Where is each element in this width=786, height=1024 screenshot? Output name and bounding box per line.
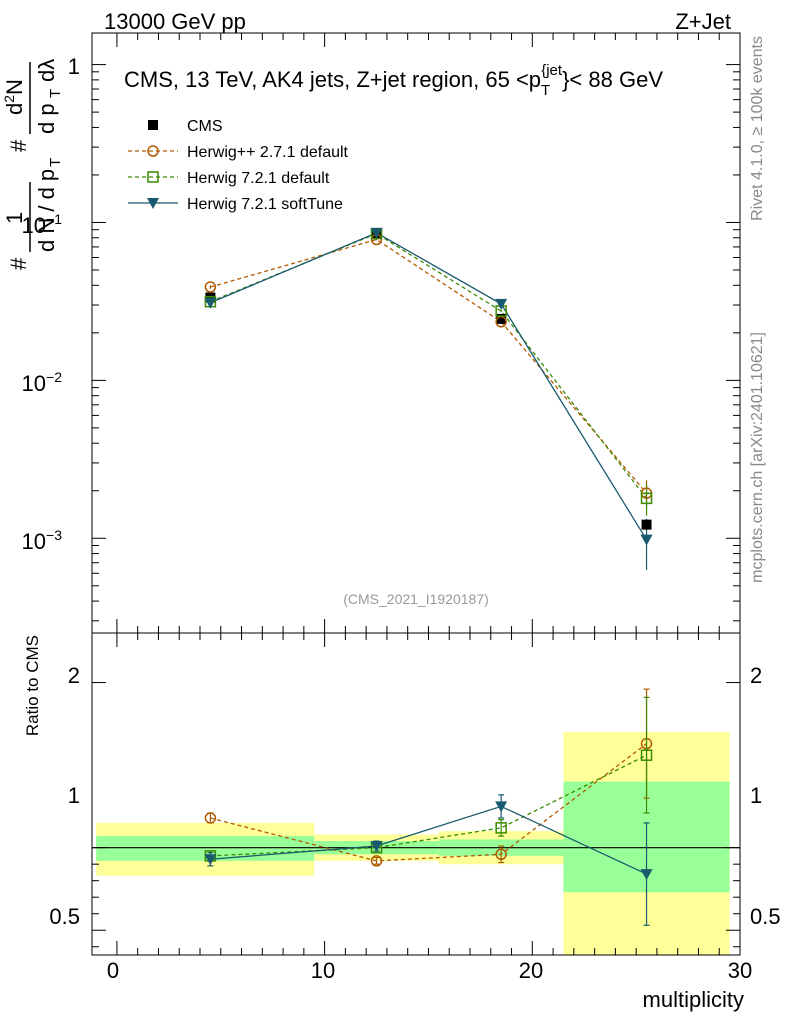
x-tick-label-30: 30 xyxy=(728,958,752,983)
ratio-line-1 xyxy=(210,754,647,857)
header-left: 13000 GeV pp xyxy=(104,9,246,34)
ratio-tick-label-0.5-left: 0.5 xyxy=(49,904,80,929)
side-label-mcplots: mcplots.cern.ch [arXiv:2401.10621] xyxy=(749,332,766,583)
ylabel-dn: d N / d p xyxy=(34,169,59,252)
ratio-tick-label-1-left: 1 xyxy=(68,783,80,808)
series-line-2 xyxy=(210,232,648,540)
ratio-2-point xyxy=(640,869,653,881)
legend: CMS Herwig++ 2.7.1 default Herwig 7.2.1 … xyxy=(128,118,349,213)
legend-marker-1 xyxy=(147,171,159,183)
ratio-y-tick-labels: 2 1 0.5 2 1 0.5 xyxy=(49,663,780,929)
legend-label-cms: CMS xyxy=(187,118,223,135)
axis-ticks xyxy=(92,33,741,955)
chart-title: CMS, 13 TeV, AK4 jets, Z+jet region, 65 … xyxy=(124,62,663,99)
ratio-plot-frame xyxy=(91,632,741,956)
ratio-bands xyxy=(92,732,740,955)
main-series xyxy=(204,227,653,570)
x-tick-label-10: 10 xyxy=(311,958,335,983)
legend-marker-0 xyxy=(147,145,159,157)
ratio-line-0 xyxy=(210,743,647,862)
legend-label-herwig7-softtune: Herwig 7.2.1 softTune xyxy=(187,196,343,213)
series-2-point xyxy=(495,298,508,310)
data-point-cms xyxy=(205,292,216,303)
ratio-2-point xyxy=(204,854,217,866)
ylabel-hash-1: # xyxy=(6,257,31,270)
x-tick-label-20: 20 xyxy=(519,958,543,983)
ratio-tick-label-2-left: 2 xyxy=(68,663,80,688)
series-2-point xyxy=(640,534,653,546)
main-y-tick-labels: 1 10−1 10−2 10−3 xyxy=(22,54,80,554)
ylabel-dlambda: dλ xyxy=(34,59,59,82)
data-point-cms xyxy=(496,313,507,324)
ylabel-hash-2: # xyxy=(6,139,31,152)
x-axis-label: multiplicity xyxy=(643,987,744,1012)
legend-label-herwig7-default: Herwig 7.2.1 default xyxy=(187,170,330,187)
ylabel-d2n: d2N xyxy=(1,79,27,115)
legend-marker-cms xyxy=(148,120,158,130)
side-label-rivet: Rivet 4.1.0, ≥ 100k events xyxy=(749,36,766,221)
ratio-1-point xyxy=(495,822,507,834)
ylabel-dpt: d p xyxy=(34,103,59,134)
ratio-y-axis-label: Ratio to CMS xyxy=(23,635,42,736)
series-0-point xyxy=(204,281,217,293)
series-line-1 xyxy=(210,232,648,499)
ratio-tick-label-0.5-right: 0.5 xyxy=(750,904,781,929)
legend-marker-2 xyxy=(147,198,159,209)
ylabel-t2: T xyxy=(47,89,64,98)
ylabel-one: 1 xyxy=(2,212,27,224)
series-2-point xyxy=(370,227,383,239)
ylabel-t1: T xyxy=(47,158,64,167)
series-0-point xyxy=(495,316,507,328)
series-2-point xyxy=(204,297,217,309)
header-right: Z+Jet xyxy=(675,9,731,34)
ratio-0-point xyxy=(204,812,217,824)
main-tick-label-0.001: 10−3 xyxy=(22,527,63,554)
main-tick-label-0.01: 10−2 xyxy=(22,369,63,396)
ratio-tick-label-1-right: 1 xyxy=(750,783,762,808)
x-tick-label-0: 0 xyxy=(107,958,119,983)
legend-markers xyxy=(128,120,178,209)
main-tick-label-1: 1 xyxy=(68,54,80,79)
ratio-0-point xyxy=(370,855,383,867)
data-point-cms xyxy=(641,519,652,530)
analysis-id: (CMS_2021_I1920187) xyxy=(343,591,489,607)
ratio-line-2 xyxy=(210,805,647,875)
series-line-0 xyxy=(210,238,648,494)
ratio-1-point xyxy=(640,749,653,761)
legend-label-herwigpp: Herwig++ 2.7.1 default xyxy=(187,144,349,161)
ratio-0-point xyxy=(495,848,507,861)
x-tick-labels: 0 10 20 30 xyxy=(107,958,752,983)
ratio-series xyxy=(204,688,653,926)
ratio-tick-label-2-right: 2 xyxy=(750,663,762,688)
ratio-2-point xyxy=(370,841,383,853)
series-1-point xyxy=(640,492,653,505)
ratio-2-point xyxy=(495,801,508,813)
main-y-axis-label: # 1 d N / d p T # d2N d p T dλ xyxy=(1,59,64,270)
